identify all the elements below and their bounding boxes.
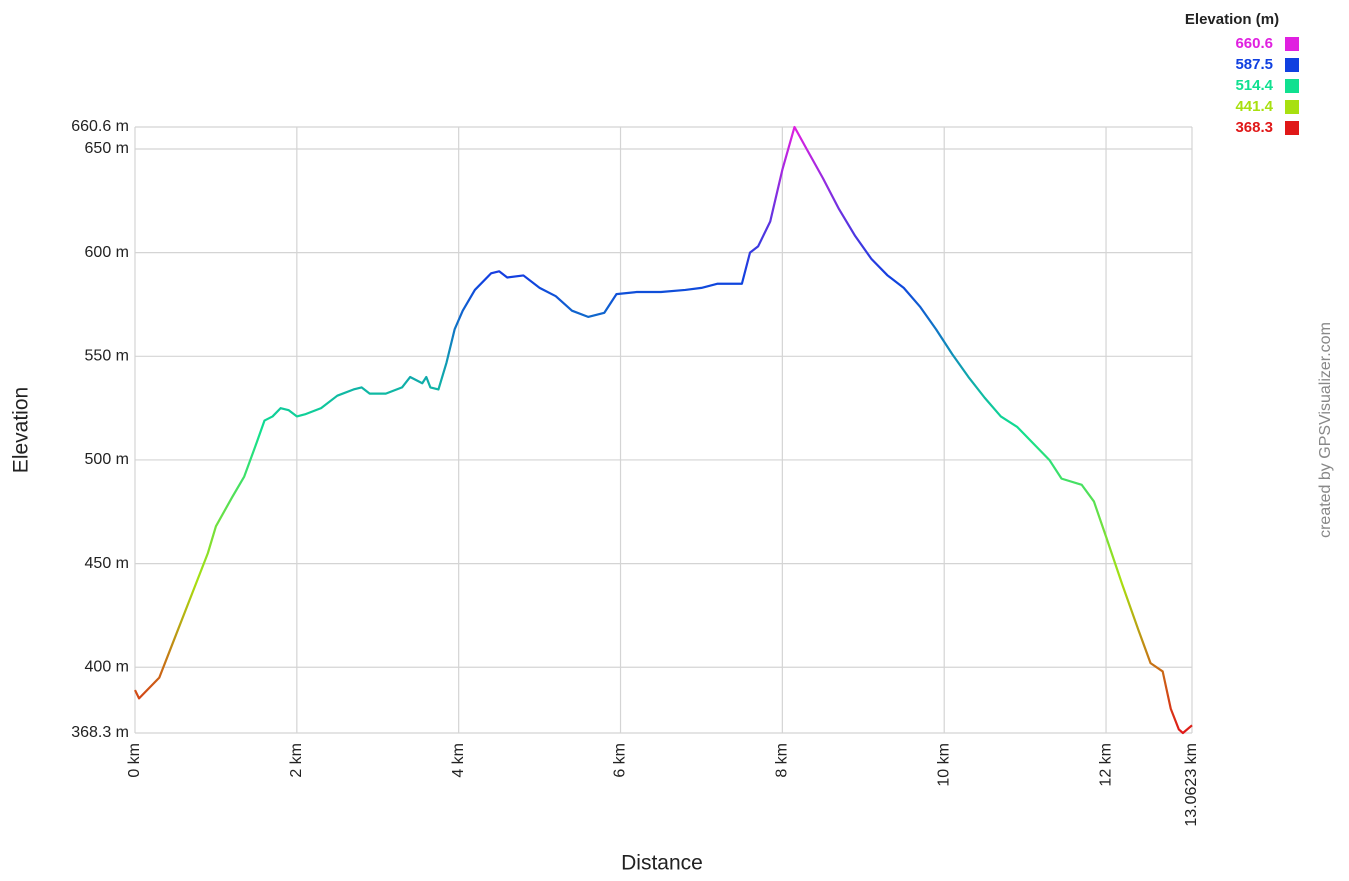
y-tick-label: 450 m xyxy=(85,555,129,572)
legend-label: 587.5 xyxy=(1235,56,1273,73)
y-tick-label: 650 m xyxy=(85,140,129,157)
x-tick-label: 10 km xyxy=(935,743,952,787)
x-tick-label: 12 km xyxy=(1097,743,1114,787)
legend-label: 441.4 xyxy=(1235,98,1273,115)
legend-label: 660.6 xyxy=(1235,35,1273,52)
x-tick-label: 0 km xyxy=(126,743,143,778)
legend-label: 514.4 xyxy=(1235,77,1273,94)
legend-swatch xyxy=(1285,100,1299,114)
legend-swatch xyxy=(1285,37,1299,51)
y-tick-label: 368.3 m xyxy=(71,724,129,741)
legend-swatch xyxy=(1285,79,1299,93)
y-tick-label: 500 m xyxy=(85,451,129,468)
y-tick-label: 400 m xyxy=(85,658,129,675)
x-tick-label: 8 km xyxy=(774,743,791,778)
x-tick-label: 2 km xyxy=(288,743,305,778)
credit: created by GPSVisualizer.com xyxy=(1317,322,1334,538)
y-tick-label: 600 m xyxy=(85,244,129,261)
y-tick-label: 660.6 m xyxy=(71,118,129,135)
legend-swatch xyxy=(1285,121,1299,135)
x-axis-title: Distance xyxy=(621,852,703,875)
x-tick-label: 6 km xyxy=(612,743,629,778)
legend-label: 368.3 xyxy=(1235,119,1273,136)
legend-title: Elevation (m) xyxy=(1185,11,1279,28)
x-tick-label: 4 km xyxy=(450,743,467,778)
legend-swatch xyxy=(1285,58,1299,72)
y-tick-label: 550 m xyxy=(85,348,129,365)
elevation-line xyxy=(134,125,1193,735)
x-tick-label: 13.0623 km xyxy=(1183,743,1200,827)
y-axis-title: Elevation xyxy=(10,387,33,473)
